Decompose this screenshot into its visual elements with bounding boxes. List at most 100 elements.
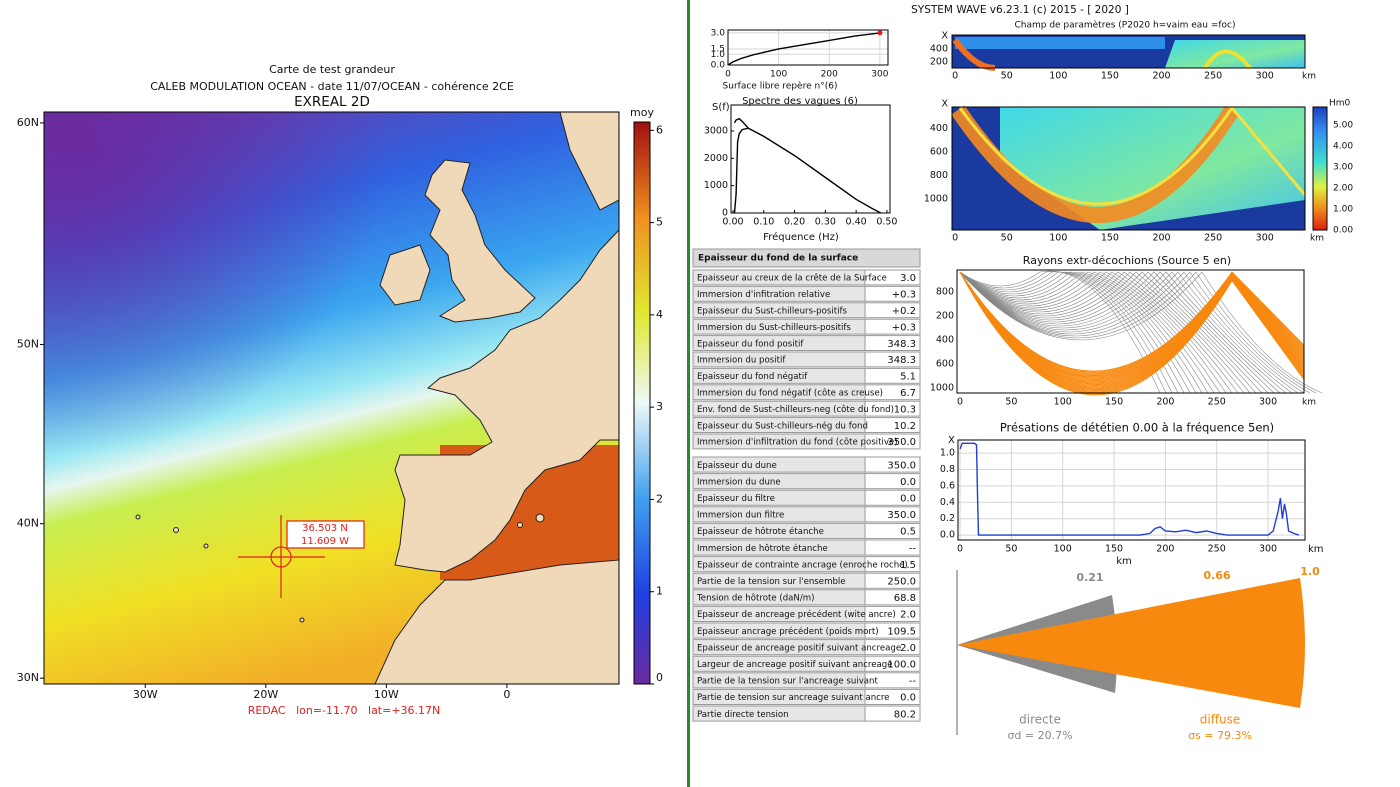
colorbar-label: moy	[630, 106, 654, 119]
row-label: Epaisseur de ancreage précédent (wite an…	[697, 609, 896, 620]
x-tick-label: 50	[1001, 233, 1013, 244]
y-axis-label: X	[948, 435, 955, 446]
lat-label: 60N	[17, 116, 39, 129]
y-tick-label: 1.0	[940, 448, 955, 459]
x-tick-label: 0.30	[815, 217, 836, 228]
row-value: 348.3	[887, 339, 916, 350]
x-tick-label: 300	[871, 70, 888, 80]
row-label: Epaisseur de hôtrote étanche	[697, 526, 824, 537]
row-label: Epaisseur du Sust-chilleurs-nég du fond	[697, 420, 868, 431]
section-title: Epaisseur du fond de la surface	[698, 254, 858, 264]
row-label: Epaisseur de ancreage positif suivant an…	[697, 643, 901, 653]
island	[299, 617, 305, 623]
row-value-cell	[864, 655, 921, 672]
x-unit: km	[1302, 398, 1316, 408]
x-tick-label: 0.00	[722, 217, 743, 228]
row-label: Immersion du fond négatif (côte as creus…	[697, 388, 883, 399]
row-label: Partie directe tension	[697, 710, 789, 720]
y-label: 400	[930, 44, 948, 55]
row-value-cell	[864, 705, 921, 722]
x-tick-label: 200	[1156, 544, 1174, 555]
row-value: 3.0	[900, 273, 916, 284]
y-label: X	[941, 99, 948, 110]
y-label: 1000	[924, 194, 948, 205]
ray	[959, 271, 1191, 394]
field-frame	[951, 106, 1306, 231]
data-line	[733, 127, 882, 214]
lat-label: 40N	[17, 517, 39, 530]
colorbar-label: 1.00	[1333, 205, 1353, 215]
x-tick-label: 0.40	[846, 217, 867, 228]
end-point	[877, 30, 883, 36]
row-value: 10.2	[894, 421, 916, 432]
x-axis-label: Surface libre repère n°(6)	[723, 81, 838, 92]
x-unit: km	[1310, 234, 1324, 244]
row-value: 348.3	[887, 355, 916, 366]
colorbar-label: 5.00	[1333, 121, 1353, 131]
row-value: 68.8	[894, 593, 916, 604]
ray	[959, 271, 1317, 394]
x-unit: km	[1308, 544, 1324, 555]
map-title: EXREAL 2D	[294, 94, 370, 110]
wedge-diffuse	[957, 578, 1305, 708]
row-value: 0.0	[900, 494, 916, 505]
x-tick-label: 0.50	[876, 217, 897, 228]
row-value: 109.5	[887, 626, 916, 637]
y-tick-label: 2000	[704, 153, 728, 164]
fan-label: 0.66	[1203, 569, 1230, 582]
row-value: 0.0	[900, 477, 916, 488]
x-tick-label: 50	[1001, 71, 1013, 82]
x-tick-label: 150	[1101, 71, 1119, 82]
row-label: Immersion d'infiltration du fond (côte p…	[697, 437, 898, 448]
ray	[959, 271, 1185, 394]
lon-label: 20W	[253, 688, 278, 701]
x-tick-label: 0	[952, 233, 958, 244]
direct-label: directe	[1019, 713, 1061, 727]
row-value: 2.0	[900, 643, 916, 654]
marker-lon: 11.609 W	[301, 536, 349, 547]
x-tick-label: 0	[957, 397, 963, 408]
plot-frame	[730, 104, 891, 214]
x-tick-label: 300	[1256, 233, 1274, 244]
y-label: 800	[936, 287, 954, 298]
status: REDAC lon=-11.70 lat=+36.17N	[248, 704, 441, 717]
marker-box	[286, 520, 365, 549]
row-value-cell	[864, 688, 921, 706]
map-frame	[43, 111, 620, 685]
ray	[959, 271, 1227, 394]
ray	[959, 271, 1269, 394]
y-label: 600	[930, 147, 948, 158]
row-value-cell	[864, 269, 921, 286]
plot-frame	[727, 29, 889, 66]
row-value-cell	[864, 318, 921, 335]
y-tick-label: 1.5	[711, 44, 725, 54]
row-value: 100.0	[887, 660, 916, 671]
row-label: Epaisseur ancrage précédent (poids mort)	[697, 626, 879, 637]
x-tick-label: 250	[1204, 233, 1222, 244]
y-tick-label: 1.0	[711, 50, 726, 60]
row-value-cell	[864, 522, 921, 540]
row-value: 350.0	[887, 510, 916, 521]
row-value: 10.3	[894, 404, 916, 415]
x-tick-label: 100	[1054, 397, 1072, 408]
y-label: 800	[930, 170, 948, 181]
x-tick-label: 250	[1208, 397, 1226, 408]
y-tick-label: 3.0	[711, 28, 726, 38]
great-britain	[424, 159, 536, 323]
colorbar-tick-label: 1	[656, 585, 663, 598]
y-label: 200	[930, 57, 948, 68]
row-value-cell	[864, 506, 921, 523]
colorbar-tick-label: 3	[656, 400, 663, 413]
x-tick-label: 300	[1256, 71, 1274, 82]
ray	[959, 271, 1251, 394]
x-tick-label: 0.10	[753, 217, 774, 228]
y-label: 400	[936, 335, 954, 346]
field	[955, 37, 1165, 49]
row-label: Epaisseur du fond positif	[697, 339, 804, 349]
x-tick-label: 50	[1005, 544, 1017, 555]
island	[135, 514, 141, 520]
row-value: 350.0	[887, 460, 916, 471]
map: 36.503 N 11.609 W moy REDAC lon=-11.70 l…	[43, 106, 654, 717]
y-label: 600	[936, 359, 954, 370]
colorbar-tick-label: 5	[656, 216, 663, 229]
